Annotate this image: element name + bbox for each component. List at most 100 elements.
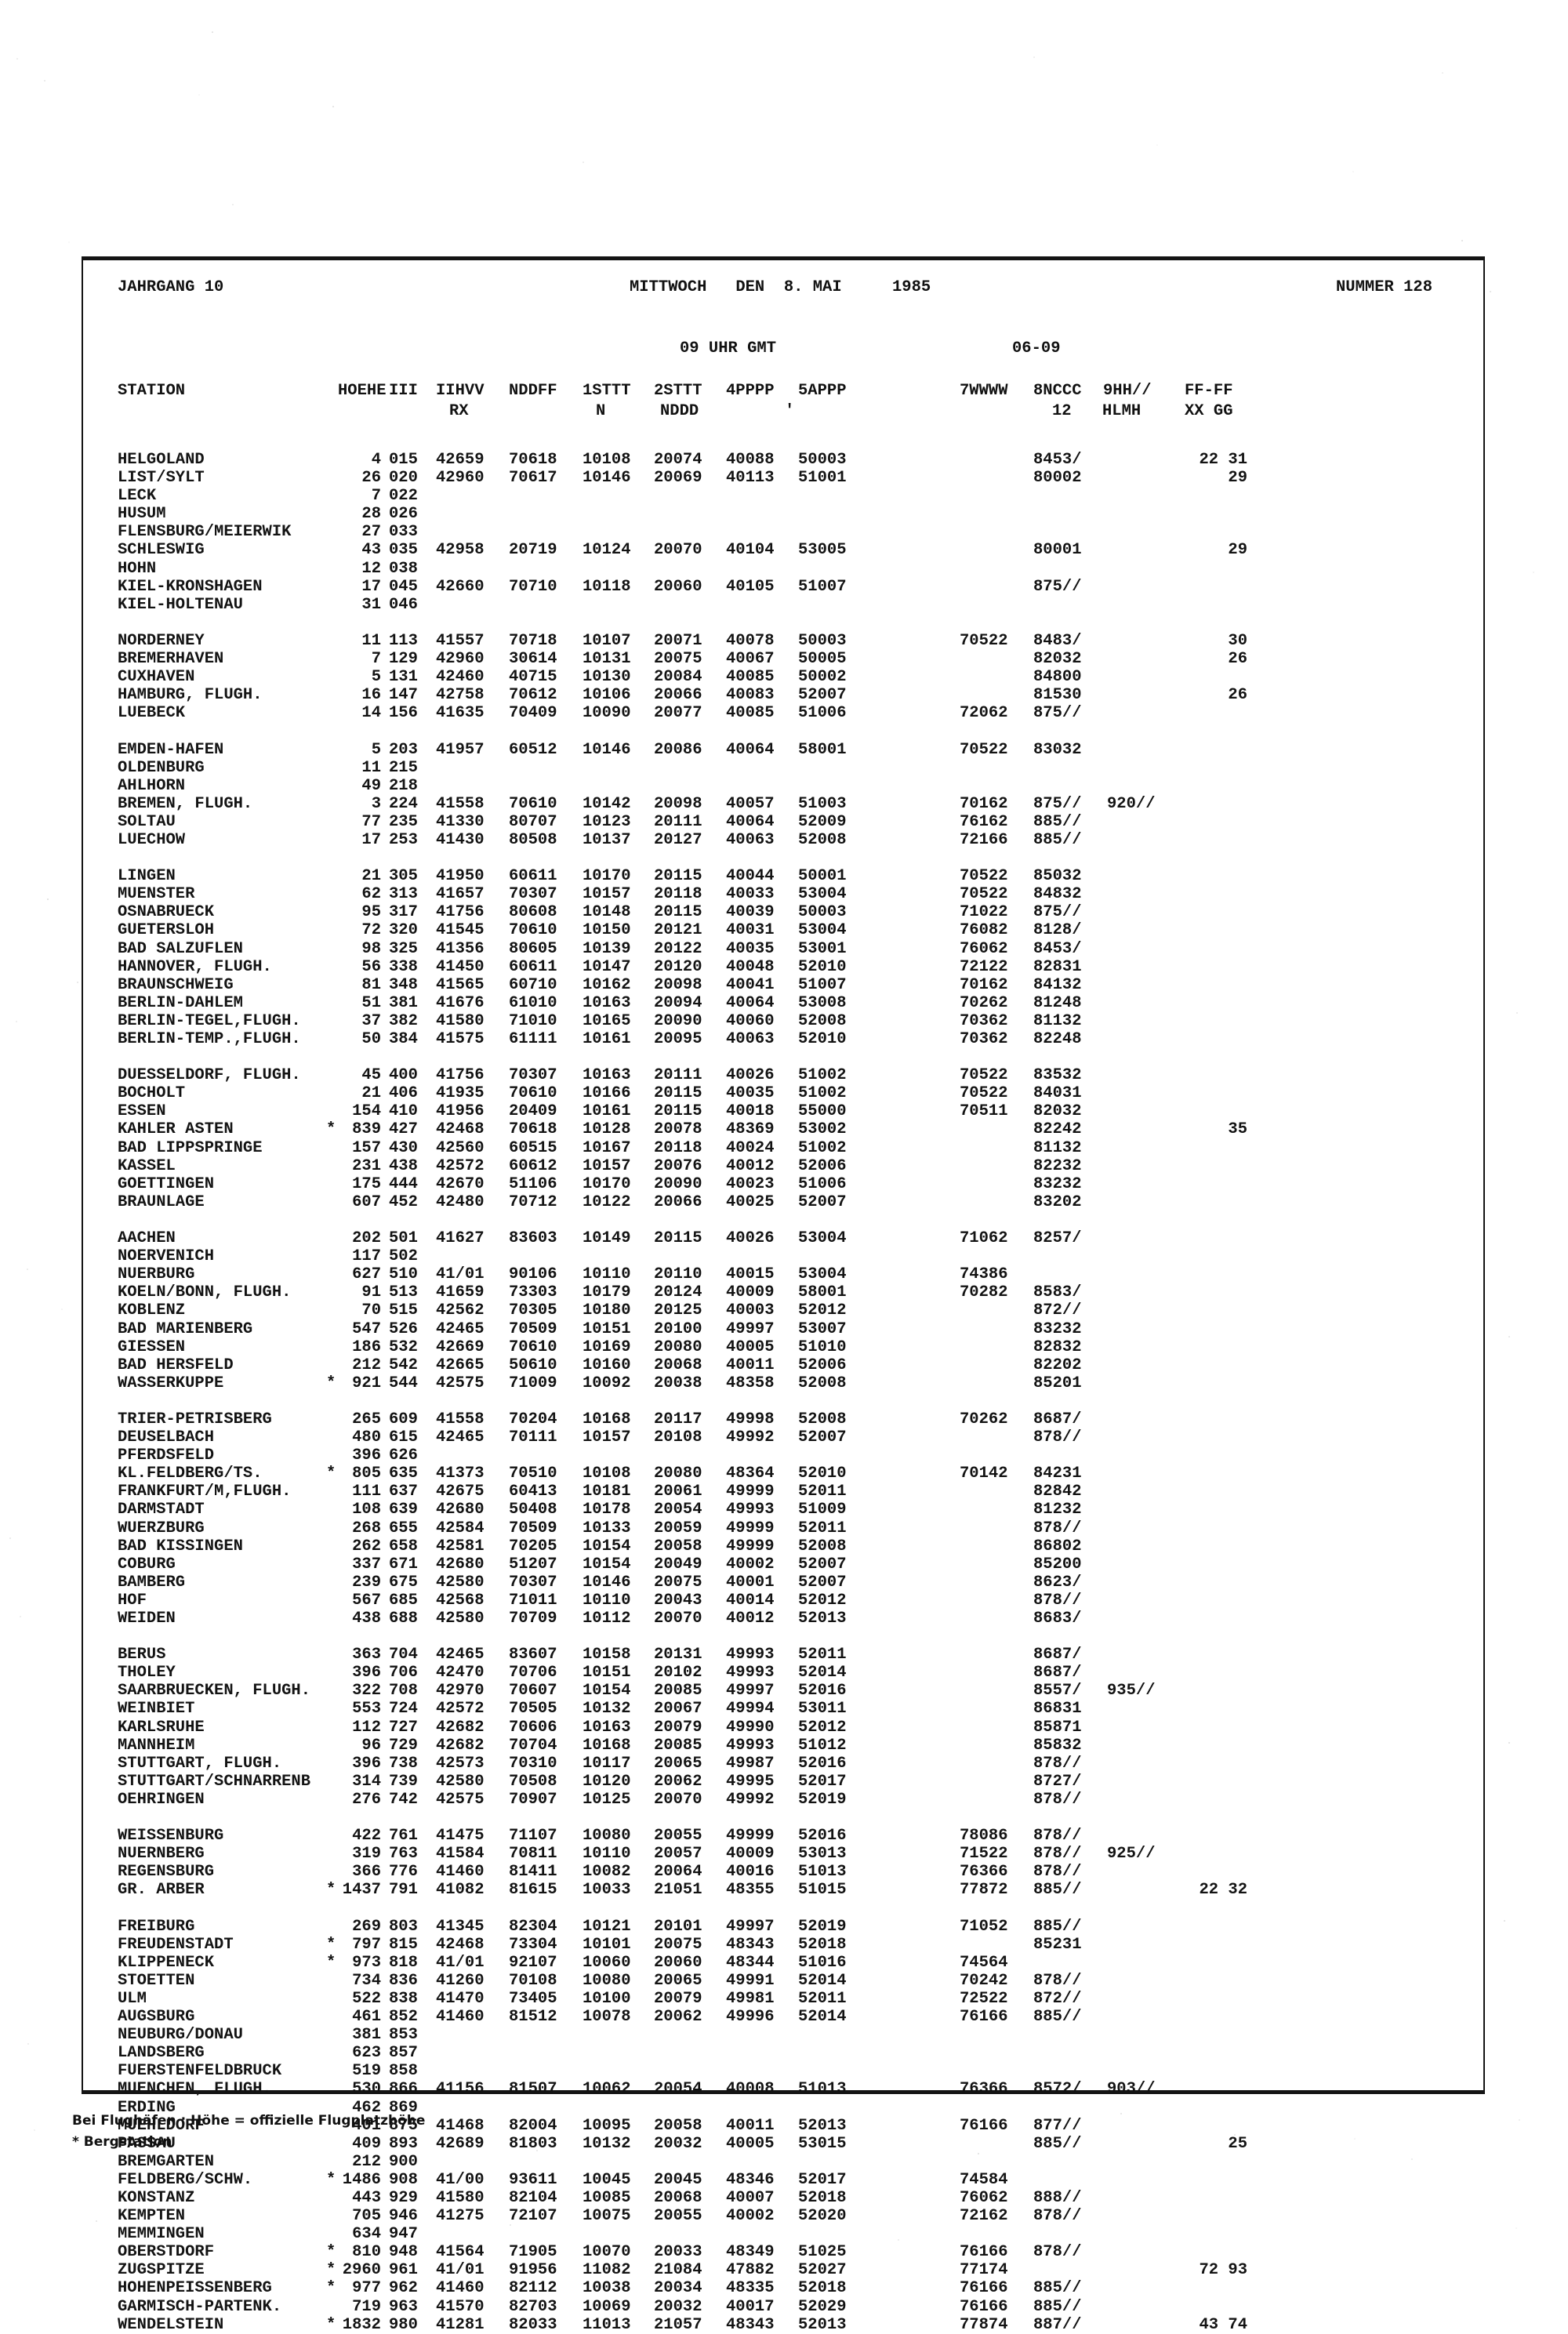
- observation-field: 739: [389, 1772, 418, 1791]
- observation-field: 5: [371, 668, 381, 687]
- observation-field: 20118: [654, 1138, 702, 1157]
- observation-field: 108: [352, 1501, 381, 1519]
- observation-field: 52016: [798, 1754, 847, 1773]
- footnote-airport-elevation: Bei Flughäfen : Höhe = offizielle Flugpl…: [72, 2113, 426, 2129]
- observation-field: 43: [361, 541, 381, 560]
- observation-field: 49999: [726, 1827, 775, 1846]
- observation-field: 20077: [654, 704, 702, 723]
- station-name: BREMEN, FLUGH.: [118, 794, 253, 813]
- observation-field: 1437: [342, 1881, 381, 1900]
- observation-field: 20084: [654, 668, 702, 687]
- observation-field: 20070: [654, 541, 702, 560]
- observation-field: 10154: [583, 1555, 631, 1574]
- observation-field: 60611: [509, 867, 557, 886]
- observation-field: 52007: [798, 1192, 847, 1211]
- station-row: KLIPPENECK * 973 818 41/01 92107 10060 20060 483…: [83, 1954, 1483, 1972]
- station-name: GARMISCH-PARTENK.: [118, 2297, 282, 2316]
- station-name: DEUSELBACH: [118, 1428, 215, 1447]
- observation-field: 157: [352, 1138, 381, 1157]
- observation-field: 51002: [798, 1084, 847, 1103]
- masthead: JAHRGANG 10 MITTWOCH DEN 8. MAI 1985 NUM…: [83, 278, 1483, 299]
- station-row: BAD KISSINGEN 262 658 42581 70205 10154 20058 4…: [83, 1537, 1483, 1555]
- observation-field: 20127: [654, 830, 702, 849]
- observation-field: 396: [352, 1664, 381, 1682]
- observation-field: 10154: [583, 1537, 631, 1555]
- observation-field: 921: [352, 1374, 381, 1392]
- observation-field: 82104: [509, 2189, 557, 2207]
- observation-field: 51: [361, 993, 381, 1012]
- station-name: BREMERHAVEN: [118, 650, 224, 669]
- observation-field: 52018: [798, 2189, 847, 2207]
- observation-field: 41430: [436, 830, 485, 849]
- observation-field: 48364: [726, 1465, 775, 1483]
- observation-field: 035: [389, 541, 418, 560]
- station-name: COBURG: [118, 1555, 176, 1574]
- observation-field: 10130: [583, 668, 631, 687]
- observation-field: 8683/: [1033, 1610, 1082, 1628]
- station-name: KONSTANZ: [118, 2189, 195, 2207]
- observation-field: 10161: [583, 1102, 631, 1121]
- observation-field: 42680: [436, 1501, 485, 1519]
- observation-field: 461: [352, 2008, 381, 2027]
- observation-field: 020: [389, 469, 418, 488]
- station-row: FELDBERG/SCHW. * 1486 908 41/00 93611 10045 200…: [83, 2171, 1483, 2189]
- observation-field: 623: [352, 2044, 381, 2063]
- observation-field: 70305: [509, 1301, 557, 1320]
- observation-field: 76062: [960, 939, 1008, 958]
- observation-field: 82232: [1033, 1156, 1082, 1175]
- observation-field: 40016: [726, 1863, 775, 1882]
- observation-field: 83202: [1033, 1192, 1082, 1211]
- station-name: FELDBERG/SCHW.: [118, 2170, 253, 2189]
- observation-field: 52012: [798, 1591, 847, 1610]
- observation-field: 40048: [726, 957, 775, 976]
- observation-field: 42682: [436, 1736, 485, 1755]
- observation-field: 20032: [654, 2134, 702, 2153]
- observation-field: 84031: [1033, 1084, 1082, 1103]
- observation-field: 82831: [1033, 957, 1082, 976]
- station-row: BERUS 363 704 42465 83607 10158 20131 49993 5201…: [83, 1646, 1483, 1664]
- observation-field: 893: [389, 2134, 418, 2153]
- observation-field: 52016: [798, 1827, 847, 1846]
- observation-field: 10151: [583, 1319, 631, 1338]
- observation-field: 40008: [726, 2080, 775, 2099]
- observation-field: 026: [389, 505, 418, 524]
- column-header-station: STATION: [118, 382, 186, 400]
- observation-field: 42468: [436, 1120, 485, 1139]
- observation-field: 49981: [726, 1989, 775, 2008]
- column-header-1sttt: 1STTT: [583, 382, 631, 400]
- observation-field: 8453/: [1033, 939, 1082, 958]
- observation-field: 908: [389, 2170, 418, 2189]
- observation-field: 84832: [1033, 885, 1082, 904]
- observation-field: 738: [389, 1754, 418, 1773]
- observation-field: 41580: [436, 2189, 485, 2207]
- observation-field: 53004: [798, 1265, 847, 1284]
- observation-field: 40067: [726, 650, 775, 669]
- observation-field: 72122: [960, 957, 1008, 976]
- station-name: BAD HERSFELD: [118, 1356, 234, 1374]
- mountain-station-marker: *: [326, 1953, 336, 1972]
- observation-field: 42584: [436, 1519, 485, 1537]
- station-row: WENDELSTEIN * 1832 980 41281 82033 11013 21057 4…: [83, 2316, 1483, 2334]
- observation-field: 20120: [654, 957, 702, 976]
- observation-field: 156: [389, 704, 418, 723]
- observation-field: 74584: [960, 2170, 1008, 2189]
- station-name: NUERBURG: [118, 1265, 195, 1284]
- observation-field: 8623/: [1033, 1573, 1082, 1592]
- observation-field: 42960: [436, 650, 485, 669]
- observation-field: 41558: [436, 1410, 485, 1428]
- observation-field: 40085: [726, 704, 775, 723]
- observation-field: 48358: [726, 1374, 775, 1392]
- observation-field: 10161: [583, 1030, 631, 1048]
- observation-field: 70307: [509, 1573, 557, 1592]
- observation-field: 522: [352, 1989, 381, 2008]
- station-name: HUSUM: [118, 505, 166, 524]
- observation-field: 42660: [436, 577, 485, 596]
- station-row: BREMEN, FLUGH. 3 224 41558 70610 10142 20098 40…: [83, 795, 1483, 813]
- station-row: STUTTGART/SCHNARRENB 314 739 42580 70508 1012…: [83, 1773, 1483, 1791]
- observation-field: 49992: [726, 1428, 775, 1447]
- observation-field: 41156: [436, 2080, 485, 2099]
- observation-field: 885//: [1033, 1881, 1082, 1900]
- station-name: HOF: [118, 1591, 147, 1610]
- observation-field: 480: [352, 1428, 381, 1447]
- observation-field: 10180: [583, 1301, 631, 1320]
